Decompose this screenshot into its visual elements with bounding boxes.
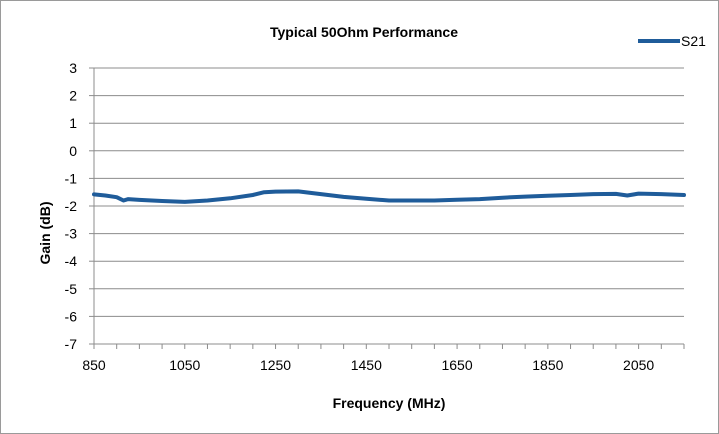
- x-tick-label: 850: [82, 357, 106, 373]
- y-tick-label: -7: [65, 336, 78, 352]
- x-axis-title: Frequency (MHz): [333, 395, 446, 411]
- x-tick-label: 1850: [532, 357, 563, 373]
- y-tick-label: 0: [69, 143, 77, 159]
- x-tick-label: 2050: [623, 357, 654, 373]
- y-tick-label: -6: [65, 308, 78, 324]
- y-tick-label: -4: [65, 253, 78, 269]
- y-tick-label: -1: [65, 170, 78, 186]
- y-tick-label: 2: [69, 88, 77, 104]
- y-axis-title: Gain (dB): [37, 202, 53, 265]
- series-lines: [92, 189, 686, 204]
- x-tick-label: 1650: [441, 357, 472, 373]
- x-tick-labels: 850 1050 1250 1450 1650 1850 2050: [82, 357, 654, 373]
- y-tick-labels: 3 2 1 0 -1 -2 -3 -4 -5 -6 -7: [65, 60, 78, 352]
- chart-title: Typical 50Ohm Performance: [270, 24, 458, 40]
- x-tick-label: 1050: [169, 357, 200, 373]
- y-tick-label: -5: [65, 281, 78, 297]
- legend-label-s21: S21: [681, 33, 706, 49]
- grid-lines: [94, 67, 684, 317]
- y-tick-label: 3: [69, 60, 77, 76]
- series-line-s21: [92, 189, 686, 204]
- x-tick-label: 1250: [260, 357, 291, 373]
- y-tick-label: 1: [69, 115, 77, 131]
- x-tick-label: 1450: [351, 357, 382, 373]
- axes: [89, 67, 685, 349]
- y-tick-label: -2: [65, 198, 78, 214]
- legend: S21: [638, 33, 706, 49]
- y-tick-label: -3: [65, 226, 78, 242]
